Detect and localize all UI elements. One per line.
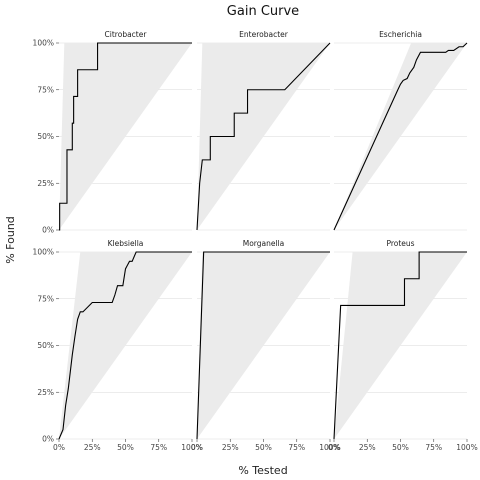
y-axis-title: % Found <box>4 216 17 264</box>
y-tick-label-citrobacter-1: 25% <box>37 179 54 188</box>
optimal-band-escherichia <box>334 43 467 230</box>
y-tick-label-klebsiella-4: 100% <box>33 248 54 257</box>
gain-curve-enterobacter <box>196 42 331 231</box>
panel-citrobacter: Citrobacter 0% 25% 50% 75% 100% <box>33 30 192 235</box>
y-tick-label-citrobacter-2: 50% <box>37 132 54 141</box>
optimal-band-klebsiella <box>59 252 192 439</box>
y-tick-label-klebsiella-1: 25% <box>37 388 54 397</box>
optimal-band-citrobacter <box>59 43 192 230</box>
gain-curve-klebsiella <box>58 251 192 440</box>
panel-title-escherichia: Escherichia <box>379 30 422 39</box>
y-tick-label-klebsiella-0: 0% <box>42 435 54 444</box>
x-axis-title: % Tested <box>238 464 287 477</box>
panel-title-proteus: Proteus <box>386 239 414 248</box>
panel-morganella: Morganella 0% 25% 50% 75% 100% <box>191 239 341 452</box>
gain-curve-citrobacter <box>59 42 192 231</box>
x-tick-label-morganella-1: 25% <box>222 443 239 452</box>
x-tick-label-proteus-1: 25% <box>359 443 376 452</box>
chart-title: Gain Curve <box>227 4 299 19</box>
x-tick-label-klebsiella-0: 0% <box>53 443 65 452</box>
y-tick-label-klebsiella-2: 50% <box>37 341 54 350</box>
panel-proteus: Proteus 0% 25% 50% 75% 100% <box>328 239 478 452</box>
gain-curve-proteus <box>333 251 467 440</box>
x-tick-label-morganella-2: 50% <box>255 443 272 452</box>
facet-panels: Citrobacter 0% 25% 50% 75% 100% Enterobacter Es… <box>33 30 478 452</box>
optimal-band-morganella <box>197 252 330 439</box>
y-tick-label-klebsiella-3: 75% <box>37 294 54 303</box>
panel-escherichia: Escherichia <box>333 30 468 231</box>
x-tick-label-klebsiella-4: 100% <box>181 443 202 452</box>
y-tick-label-citrobacter-0: 0% <box>42 226 54 235</box>
optimal-band-proteus <box>334 252 467 439</box>
gain-curve-escherichia <box>333 42 468 231</box>
panel-enterobacter: Enterobacter <box>196 30 331 231</box>
x-tick-label-proteus-2: 50% <box>392 443 409 452</box>
x-tick-label-proteus-4: 100% <box>456 443 477 452</box>
panel-title-klebsiella: Klebsiella <box>108 239 144 248</box>
gain-curve-morganella <box>196 251 330 440</box>
panel-title-citrobacter: Citrobacter <box>105 30 148 39</box>
x-tick-label-morganella-0: 0% <box>191 443 203 452</box>
x-tick-label-morganella-3: 75% <box>288 443 305 452</box>
x-tick-label-proteus-3: 75% <box>425 443 442 452</box>
y-tick-label-citrobacter-3: 75% <box>37 85 54 94</box>
x-tick-label-klebsiella-1: 25% <box>84 443 101 452</box>
x-tick-label-klebsiella-2: 50% <box>117 443 134 452</box>
y-tick-label-citrobacter-4: 100% <box>33 39 54 48</box>
optimal-band-enterobacter <box>197 43 330 230</box>
x-tick-label-klebsiella-3: 75% <box>150 443 167 452</box>
x-tick-label-morganella-4: 100% <box>319 443 340 452</box>
panel-title-morganella: Morganella <box>243 239 285 248</box>
x-tick-label-proteus-0: 0% <box>328 443 340 452</box>
panel-title-enterobacter: Enterobacter <box>239 30 289 39</box>
